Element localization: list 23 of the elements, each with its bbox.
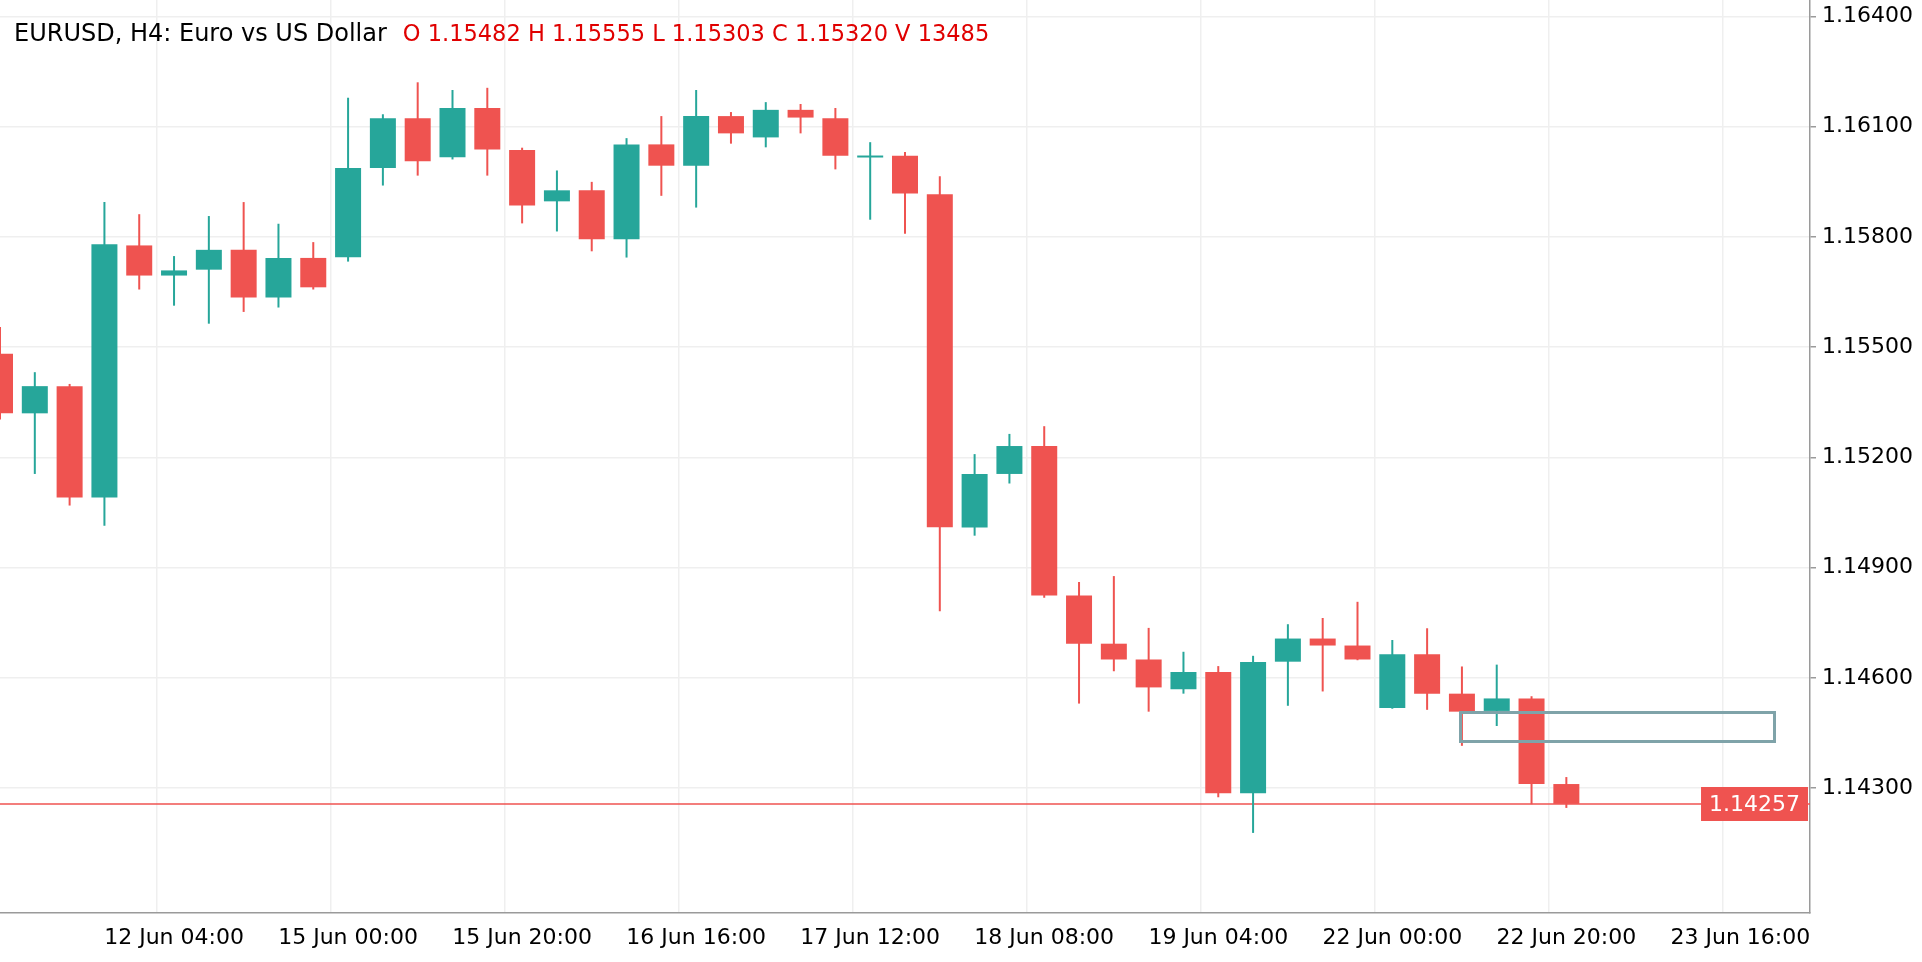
y-tick-label: 1.16100 <box>1822 112 1913 138</box>
x-tick-label: 16 Jun 16:00 <box>626 923 767 949</box>
x-tick-label: 18 Jun 08:00 <box>974 923 1115 949</box>
x-tick-label: 23 Jun 16:00 <box>1670 923 1811 949</box>
x-tick-label: 22 Jun 00:00 <box>1322 923 1463 949</box>
x-tick-label: 22 Jun 20:00 <box>1496 923 1637 949</box>
text: O 1.15482 H 1.15555 L 1.15303 C 1.15320 V 13485 <box>402 19 990 46</box>
y-tick-label: 1.15500 <box>1822 332 1913 358</box>
x-tick-label: 17 Jun 12:00 <box>800 923 941 949</box>
y-tick-label: 1.15800 <box>1822 222 1913 248</box>
x-tick-label: 19 Jun 04:00 <box>1148 923 1289 949</box>
y-tick-label: 1.14900 <box>1822 553 1913 579</box>
x-tick-label: 15 Jun 00:00 <box>278 923 418 949</box>
ref-line-label: 1.14257 <box>1709 790 1801 816</box>
candlestick <box>1309 617 1336 692</box>
x-tick-label: 15 Jun 20:00 <box>452 923 592 949</box>
y-tick-label: 1.14300 <box>1822 773 1913 799</box>
candlestick <box>857 142 884 220</box>
x-tick-label: 12 Jun 04:00 <box>104 923 244 949</box>
y-tick-label: 1.16400 <box>1822 2 1913 28</box>
y-tick-label: 1.15200 <box>1822 443 1913 469</box>
text: EURUSD, H4: Euro vs US Dollar <box>14 19 387 48</box>
y-tick-label: 1.14600 <box>1822 663 1913 689</box>
